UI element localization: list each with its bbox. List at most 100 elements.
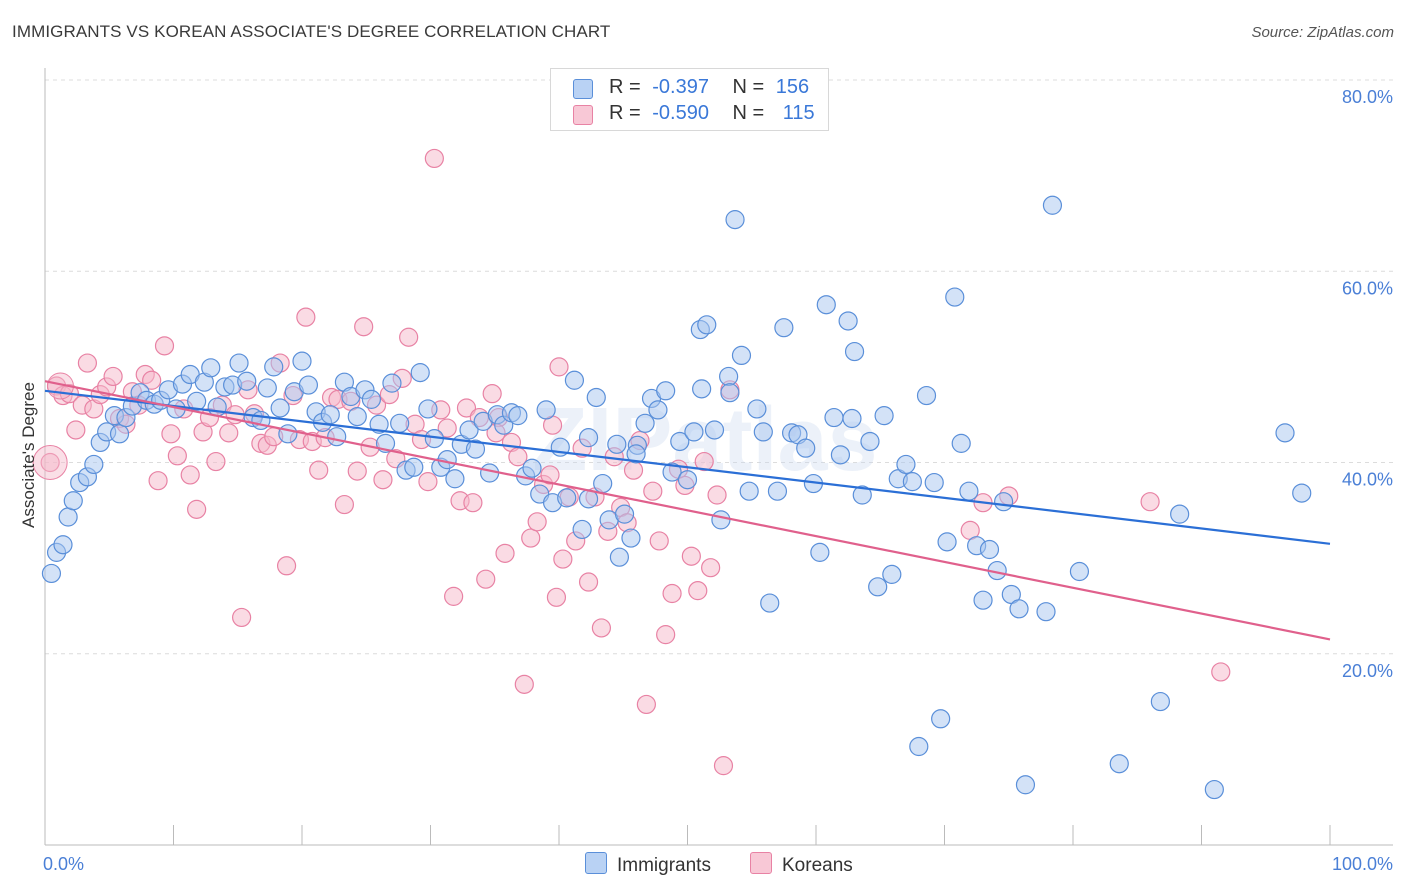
data-point [578, 572, 599, 592]
data-point [354, 317, 374, 337]
data-point [1150, 691, 1170, 712]
data-point [320, 405, 340, 425]
koreans-trend-line [44, 380, 1331, 641]
data-point [607, 434, 627, 454]
data-point [161, 424, 181, 444]
data-point [635, 413, 655, 433]
data-point [670, 431, 690, 452]
y-tick-labels: 20.0% 40.0% 60.0% 80.0% [1342, 87, 1393, 681]
data-point [465, 439, 486, 459]
data-point [84, 454, 104, 475]
data-point [1204, 779, 1224, 800]
data-point [276, 556, 297, 576]
n-label: N = [732, 102, 765, 124]
data-point [830, 445, 851, 465]
data-point [719, 366, 739, 387]
data-point [508, 406, 528, 426]
data-point [677, 470, 698, 490]
data-point [1170, 504, 1190, 524]
data-point [1211, 662, 1231, 682]
data-point [931, 709, 951, 729]
data-point [553, 549, 573, 569]
data-point [593, 473, 613, 494]
chart-title: IMMIGRANTS VS KOREAN ASSOCIATE'S DEGREE … [12, 22, 611, 41]
data-point [480, 463, 500, 483]
data-point [557, 488, 577, 508]
grid [45, 79, 1393, 655]
data-point [945, 287, 965, 307]
data-point [656, 625, 676, 645]
data-point [739, 481, 759, 501]
data-point [816, 295, 836, 315]
data-point [40, 452, 60, 473]
data-point [418, 472, 438, 492]
data-point [41, 563, 62, 584]
data-point [369, 414, 389, 434]
data-point [591, 618, 612, 638]
trend-lines [44, 380, 1331, 641]
data-point [382, 373, 402, 393]
data-point [142, 370, 162, 390]
data-point [109, 424, 130, 444]
data-point [688, 581, 708, 601]
data-point [609, 547, 629, 567]
data-point [796, 438, 816, 458]
y-axis-title: Associate's Degree [19, 382, 38, 528]
data-point [902, 472, 922, 492]
data-point [701, 558, 721, 578]
data-point [201, 358, 221, 378]
data-point [959, 481, 979, 501]
data-point [951, 433, 971, 453]
data-point [578, 428, 599, 448]
data-point [937, 532, 957, 552]
data-point [874, 406, 894, 426]
data-point [536, 400, 556, 420]
data-point [390, 413, 410, 433]
data-point [444, 586, 464, 606]
r-value-immigrants: -0.397 [652, 76, 709, 98]
data-point [1292, 483, 1312, 503]
data-point [229, 353, 249, 373]
data-point [347, 461, 367, 481]
data-point [824, 407, 844, 428]
data-point [896, 454, 916, 475]
data-point [649, 531, 669, 551]
data-point [1140, 492, 1160, 512]
data-point [66, 420, 86, 440]
data-point [521, 528, 541, 548]
data-point [882, 564, 902, 584]
data-point [1015, 775, 1036, 795]
data-point [476, 569, 496, 589]
data-point [648, 400, 668, 420]
data-point [692, 379, 712, 399]
n-label: N = [732, 76, 765, 98]
data-point [219, 423, 239, 443]
data-point [53, 535, 73, 555]
data-point [58, 507, 78, 527]
koreans-legend-swatch [750, 852, 772, 874]
source-label: Source: ZipAtlas.com [1251, 24, 1394, 41]
y-tick-label: 40.0% [1342, 470, 1393, 490]
data-point [424, 148, 444, 169]
data-point [32, 445, 68, 480]
n-value-koreans: 115 [782, 102, 815, 124]
data-point [572, 519, 592, 540]
data-point [586, 387, 606, 408]
data-point [296, 307, 316, 327]
data-point [774, 318, 794, 338]
data-point [418, 399, 438, 419]
data-point [327, 427, 347, 447]
data-point [309, 460, 329, 480]
data-point [437, 450, 457, 470]
data-point [1109, 754, 1129, 774]
data-point [614, 504, 635, 524]
data-point [180, 465, 200, 485]
data-point [694, 451, 714, 472]
data-point [979, 539, 1000, 560]
data-point [924, 472, 944, 493]
data-point [767, 481, 788, 501]
data-point [626, 444, 646, 464]
data-point [636, 694, 656, 715]
data-point [713, 756, 734, 776]
